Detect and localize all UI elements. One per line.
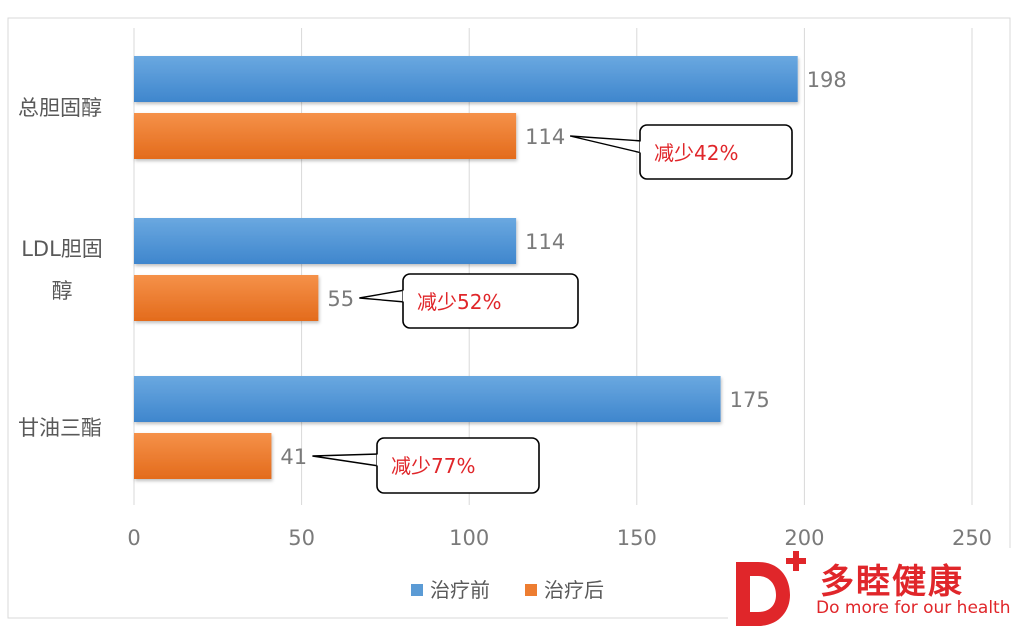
x-tick-label: 200: [784, 526, 824, 550]
category-label: 总胆固醇: [18, 96, 102, 120]
category-label: 甘油三酯: [18, 416, 102, 440]
legend: 治疗前 治疗后: [411, 578, 604, 602]
callouts: 减少42% 减少52% 减少77%: [312, 124, 793, 494]
x-tick-label: 150: [617, 526, 657, 550]
bar-after-0: [134, 113, 517, 159]
bar-after-1: [134, 275, 319, 321]
legend-swatch: [411, 584, 423, 596]
callout-text: 减少52%: [417, 290, 501, 314]
data-label: 114: [525, 230, 565, 254]
callout-0: 减少42%: [569, 124, 793, 180]
bars: [134, 56, 798, 479]
data-label: 41: [280, 445, 307, 469]
x-tick-label: 250: [952, 526, 992, 550]
legend-swatch: [525, 584, 537, 596]
x-axis-ticks: 0 50 100 150 200 250: [127, 526, 992, 550]
bar-before-0: [134, 56, 798, 102]
brand-slogan: Do more for our health: [816, 598, 1011, 618]
callout-2: 减少77%: [312, 437, 540, 494]
legend-label: 治疗前: [430, 578, 490, 602]
data-label: 114: [525, 125, 565, 149]
callout-pointer: [569, 135, 643, 154]
callout-pointer: [312, 453, 380, 467]
brand-logo: 多睦健康 Do more for our health: [728, 548, 1014, 628]
gridlines: [133, 28, 973, 505]
data-labels: 198 114 175 114 55 41: [280, 68, 846, 469]
callout-1: 减少52%: [359, 273, 579, 329]
category-label: LDL胆固醇: [21, 237, 103, 303]
bar-before-2: [134, 376, 721, 422]
chart-area-border: [7, 17, 1011, 619]
bar-after-2: [134, 433, 272, 479]
brand-name: 多睦健康: [820, 562, 964, 602]
x-tick-label: 0: [127, 526, 140, 550]
brand-mark-icon: [736, 551, 806, 626]
bar-before-1: [134, 218, 517, 264]
data-label: 175: [730, 388, 770, 412]
callout-text: 减少77%: [391, 454, 475, 478]
x-tick-label: 100: [449, 526, 489, 550]
callout-pointer: [359, 289, 406, 303]
x-tick-label: 50: [288, 526, 315, 550]
data-label: 198: [807, 68, 847, 92]
data-label: 55: [327, 287, 354, 311]
callout-text: 减少42%: [654, 141, 738, 165]
legend-label: 治疗后: [544, 578, 604, 602]
